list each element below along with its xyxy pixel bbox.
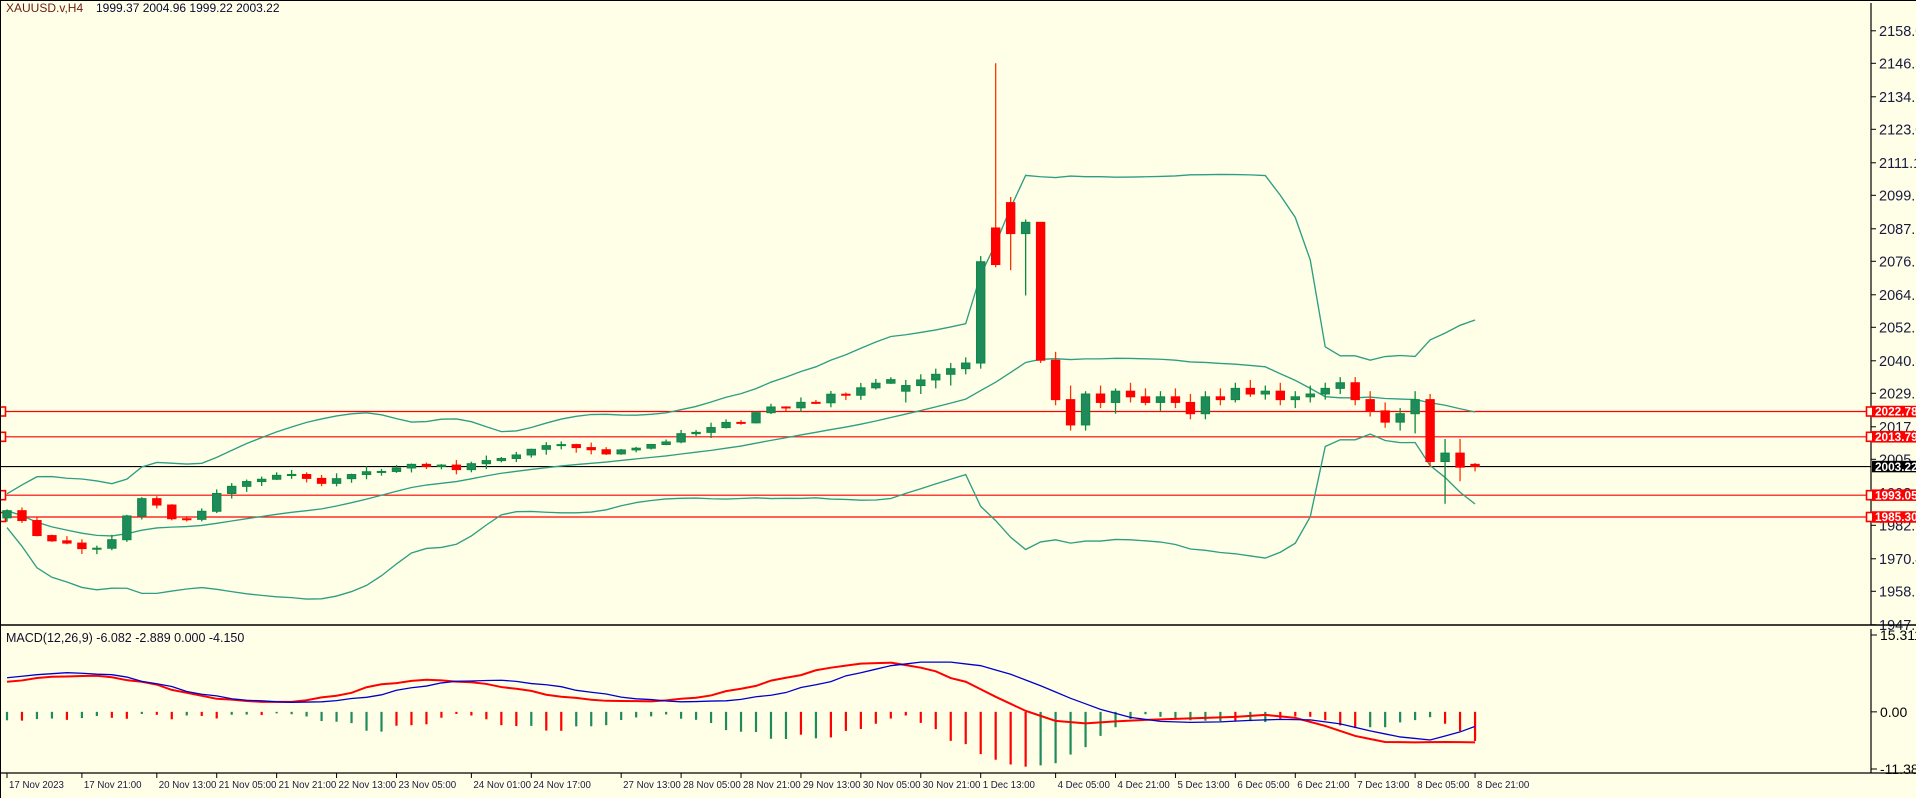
svg-text:MACD(12,26,9) -6.082 -2.889 0.: MACD(12,26,9) -6.082 -2.889 0.000 -4.150	[6, 631, 244, 645]
svg-text:2158.05: 2158.05	[1879, 24, 1916, 40]
svg-text:28 Nov 05:00: 28 Nov 05:00	[683, 780, 741, 791]
svg-text:28 Nov 21:00: 28 Nov 21:00	[743, 780, 801, 791]
svg-text:2146.50: 2146.50	[1879, 56, 1916, 72]
svg-text:20 Nov 13:00: 20 Nov 13:00	[159, 780, 217, 791]
svg-text:2076.15: 2076.15	[1879, 254, 1916, 270]
svg-text:2022.78: 2022.78	[1875, 405, 1916, 419]
svg-text:15.311: 15.311	[1880, 627, 1916, 643]
svg-text:2013.79: 2013.79	[1875, 430, 1916, 444]
svg-text:8 Dec 05:00: 8 Dec 05:00	[1417, 780, 1470, 791]
svg-text:4 Dec 21:00: 4 Dec 21:00	[1118, 780, 1171, 791]
svg-text:2052.70: 2052.70	[1879, 320, 1916, 336]
svg-text:0.00: 0.00	[1880, 704, 1907, 720]
svg-text:1999.37 2004.96 1999.22 2003.2: 1999.37 2004.96 1999.22 2003.22	[96, 1, 280, 15]
svg-text:17 Nov 21:00: 17 Nov 21:00	[84, 780, 142, 791]
svg-text:17 Nov 2023: 17 Nov 2023	[9, 780, 64, 791]
svg-text:30 Nov 05:00: 30 Nov 05:00	[863, 780, 921, 791]
svg-text:2064.25: 2064.25	[1879, 288, 1916, 304]
svg-text:2087.70: 2087.70	[1879, 222, 1916, 238]
svg-text:2040.80: 2040.80	[1879, 354, 1916, 370]
svg-text:4 Dec 05:00: 4 Dec 05:00	[1058, 780, 1111, 791]
svg-text:1985.30: 1985.30	[1875, 510, 1916, 524]
svg-text:24 Nov 17:00: 24 Nov 17:00	[533, 780, 591, 791]
svg-text:2029.25: 2029.25	[1879, 386, 1916, 402]
svg-text:2111.15: 2111.15	[1879, 156, 1916, 172]
svg-text:30 Nov 21:00: 30 Nov 21:00	[923, 780, 981, 791]
svg-text:21 Nov 21:00: 21 Nov 21:00	[279, 780, 337, 791]
svg-text:1 Dec 13:00: 1 Dec 13:00	[983, 780, 1036, 791]
svg-text:5 Dec 13:00: 5 Dec 13:00	[1177, 780, 1230, 791]
svg-text:27 Nov 13:00: 27 Nov 13:00	[623, 780, 681, 791]
svg-text:29 Nov 13:00: 29 Nov 13:00	[803, 780, 861, 791]
svg-text:2003.22: 2003.22	[1875, 460, 1916, 474]
svg-text:22 Nov 13:00: 22 Nov 13:00	[339, 780, 397, 791]
svg-text:2099.60: 2099.60	[1879, 188, 1916, 204]
svg-text:21 Nov 05:00: 21 Nov 05:00	[219, 780, 277, 791]
svg-text:23 Nov 05:00: 23 Nov 05:00	[398, 780, 456, 791]
svg-text:XAUUSD.v,H4: XAUUSD.v,H4	[6, 1, 83, 15]
svg-text:6 Dec 21:00: 6 Dec 21:00	[1297, 780, 1350, 791]
svg-text:24 Nov 01:00: 24 Nov 01:00	[473, 780, 531, 791]
svg-text:6 Dec 05:00: 6 Dec 05:00	[1237, 780, 1290, 791]
svg-text:1970.45: 1970.45	[1879, 552, 1916, 568]
svg-text:2134.60: 2134.60	[1879, 90, 1916, 106]
svg-text:1958.90: 1958.90	[1879, 584, 1916, 600]
svg-text:8 Dec 21:00: 8 Dec 21:00	[1477, 780, 1530, 791]
svg-text:1993.05: 1993.05	[1875, 488, 1916, 502]
svg-text:-11.385: -11.385	[1880, 761, 1916, 777]
svg-text:2123.05: 2123.05	[1879, 122, 1916, 138]
svg-text:7 Dec 13:00: 7 Dec 13:00	[1357, 780, 1410, 791]
